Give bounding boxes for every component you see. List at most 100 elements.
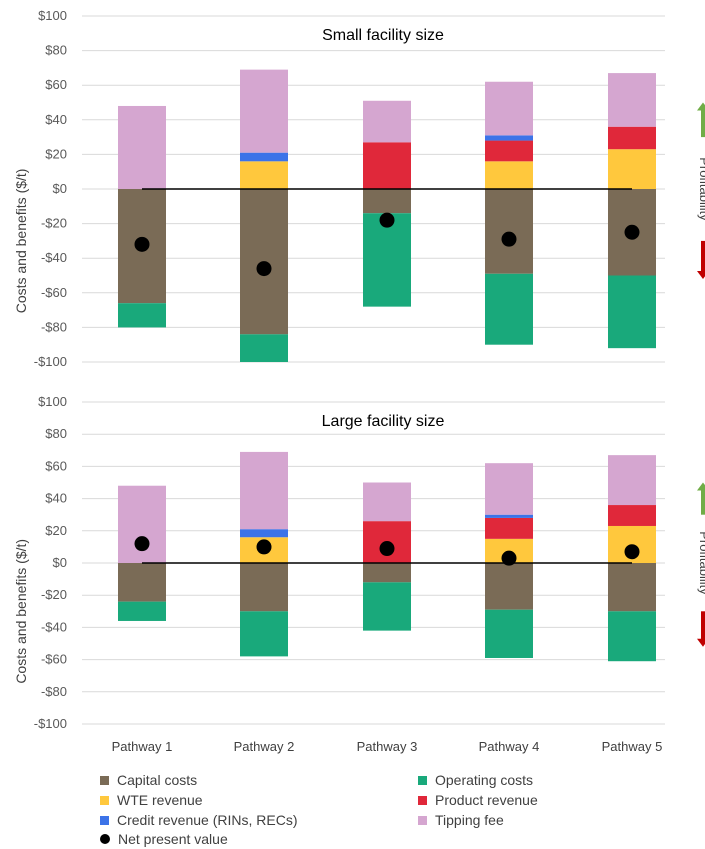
bar-tipping-fee-pathway-4 — [485, 81, 533, 136]
y-tick-label: -$80 — [41, 684, 67, 699]
y-tick-label: $80 — [45, 43, 67, 58]
y-tick-label: $100 — [38, 8, 67, 23]
y-tick-label: $0 — [53, 555, 67, 570]
bar-operating-costs-pathway-2 — [240, 334, 288, 362]
npv-point-pathway-2 — [256, 539, 272, 555]
figure: -$100 -$80 -$60 -$40 -$20 $0 $20 $40 $60 $80 $100 S… — [13, 8, 705, 754]
bar-capital-costs-pathway-4 — [485, 563, 533, 610]
profitability-label: Profitability — [697, 157, 705, 221]
x-tick-label-pathway-4: Pathway 4 — [479, 739, 540, 754]
bar-operating-costs-pathway-1 — [118, 303, 166, 328]
bar-product-revenue-pathway-4 — [485, 140, 533, 162]
x-tick-label-pathway-2: Pathway 2 — [234, 739, 295, 754]
bar-capital-costs-pathway-3 — [363, 563, 411, 583]
y-tick-label: -$40 — [41, 619, 67, 634]
bar-tipping-fee-pathway-3 — [363, 482, 411, 522]
legend-item-credit-revenue: Credit revenue (RINs, RECs) — [100, 811, 298, 829]
bar-credit-revenue-rins-recs-pathway-4 — [485, 514, 533, 518]
legend-label: Product revenue — [435, 792, 538, 808]
arrow-up-icon — [697, 102, 705, 111]
legend-item-capital-costs: Capital costs — [100, 771, 197, 789]
y-tick-label: -$80 — [41, 319, 67, 334]
legend-dot — [100, 834, 110, 844]
y-tick-label: $80 — [45, 426, 67, 441]
npv-point-pathway-4 — [501, 231, 517, 247]
y-tick-label: $40 — [45, 112, 67, 127]
bar-product-revenue-pathway-5 — [608, 505, 656, 526]
npv-point-pathway-5 — [624, 224, 640, 240]
y-tick-label: -$100 — [34, 716, 67, 731]
y-tick-label: -$20 — [41, 216, 67, 231]
bar-tipping-fee-pathway-1 — [118, 105, 166, 189]
npv-point-pathway-4 — [501, 550, 517, 566]
y-tick-label: $0 — [53, 181, 67, 196]
y-tick-label: -$40 — [41, 250, 67, 265]
y-tick-label: -$20 — [41, 587, 67, 602]
y-tick-label: -$60 — [41, 652, 67, 667]
bar-operating-costs-pathway-3 — [363, 582, 411, 631]
y-axis-label: Costs and benefits ($/t) — [13, 539, 29, 684]
bar-wte-revenue-pathway-5 — [608, 149, 656, 189]
panel-title: Large facility size — [322, 413, 445, 430]
npv-point-pathway-1 — [134, 536, 150, 552]
legend-item-operating-costs: Operating costs — [418, 771, 533, 789]
legend-swatch — [418, 815, 427, 825]
legend-item-tipping-fee: Tipping fee — [418, 811, 504, 829]
y-tick-label: $20 — [45, 146, 67, 161]
bar-capital-costs-pathway-2 — [240, 563, 288, 612]
bar-tipping-fee-pathway-2 — [240, 451, 288, 530]
npv-point-pathway-1 — [134, 236, 150, 252]
legend-swatch — [418, 775, 427, 785]
profitability-label: Profitability — [697, 531, 705, 595]
npv-point-pathway-2 — [256, 261, 272, 277]
bar-operating-costs-pathway-4 — [485, 609, 533, 658]
bar-product-revenue-pathway-5 — [608, 126, 656, 150]
arrow-up-icon — [697, 482, 705, 491]
arrow-down-icon — [697, 638, 705, 647]
legend-label: Credit revenue (RINs, RECs) — [117, 812, 298, 828]
y-tick-label: $20 — [45, 523, 67, 538]
bar-capital-costs-pathway-4 — [485, 189, 533, 274]
bar-tipping-fee-pathway-3 — [363, 100, 411, 143]
legend-item-product-revenue: Product revenue — [418, 791, 538, 809]
legend-label: Tipping fee — [435, 812, 504, 828]
arrow-down-icon — [697, 270, 705, 279]
bar-product-revenue-pathway-4 — [485, 517, 533, 539]
bar-operating-costs-pathway-4 — [485, 273, 533, 345]
legend-item-wte-revenue: WTE revenue — [100, 791, 203, 809]
bar-capital-costs-pathway-5 — [608, 563, 656, 612]
bar-tipping-fee-pathway-1 — [118, 485, 166, 563]
bar-operating-costs-pathway-3 — [363, 213, 411, 307]
legend-label: WTE revenue — [117, 792, 203, 808]
bar-product-revenue-pathway-3 — [363, 142, 411, 189]
legend-swatch — [100, 815, 109, 825]
bar-operating-costs-pathway-1 — [118, 601, 166, 621]
bar-capital-costs-pathway-1 — [118, 563, 166, 602]
legend-swatch — [100, 795, 109, 805]
legend-swatch — [418, 795, 427, 805]
panel-large-facility: -$100 -$80 -$60 -$40 -$20 $0 $20 $40 $60 $80 $100 L… — [13, 394, 705, 731]
y-tick-label: $40 — [45, 491, 67, 506]
npv-point-pathway-3 — [379, 541, 395, 557]
y-tick-label: -$60 — [41, 285, 67, 300]
npv-point-pathway-5 — [624, 544, 640, 560]
npv-point-pathway-3 — [379, 212, 395, 228]
bar-tipping-fee-pathway-4 — [485, 463, 533, 515]
bar-operating-costs-pathway-5 — [608, 275, 656, 349]
panel-small-facility: -$100 -$80 -$60 -$40 -$20 $0 $20 $40 $60 $80 $100 S… — [13, 8, 705, 369]
bar-credit-revenue-rins-recs-pathway-2 — [240, 152, 288, 162]
bar-wte-revenue-pathway-2 — [240, 161, 288, 189]
bar-wte-revenue-pathway-4 — [485, 161, 533, 189]
legend-swatch — [100, 775, 109, 785]
legend-item-net-present-value: Net present value — [100, 830, 228, 848]
bar-capital-costs-pathway-3 — [363, 189, 411, 214]
legend-label: Operating costs — [435, 772, 534, 788]
legend: Capital costs Operating costs WTE revenu… — [100, 771, 620, 847]
bar-credit-revenue-rins-recs-pathway-4 — [485, 135, 533, 141]
bar-operating-costs-pathway-2 — [240, 611, 288, 657]
legend-label: Capital costs — [117, 772, 198, 788]
bar-tipping-fee-pathway-5 — [608, 73, 656, 127]
y-tick-label: $60 — [45, 77, 67, 92]
panel-title: Small facility size — [322, 27, 444, 44]
bar-tipping-fee-pathway-5 — [608, 455, 656, 506]
